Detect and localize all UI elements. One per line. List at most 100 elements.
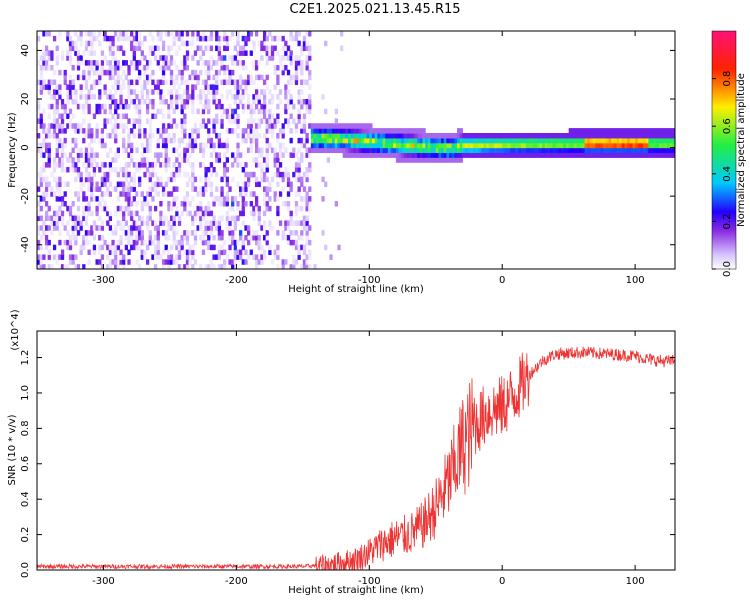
heatmap-cell (254, 89, 259, 95)
heatmap-cell (116, 264, 121, 269)
heatmap-cell (159, 176, 163, 183)
heatmap-cell (286, 89, 291, 95)
heatmap-cell (302, 220, 307, 226)
heatmap-cell (584, 142, 588, 149)
heatmap-cell (605, 137, 610, 144)
heatmap-cell (589, 142, 594, 149)
heatmap-cell (366, 152, 370, 158)
heatmap-cell (127, 235, 131, 241)
heatmap-cell (254, 60, 259, 66)
heatmap-cell (294, 205, 299, 212)
heatmap-cell (329, 137, 333, 144)
heatmap-cell (127, 205, 131, 212)
heatmap-cell (124, 176, 128, 183)
heatmap-cell (286, 201, 291, 207)
heatmap-cell (393, 142, 397, 149)
heatmap-cell (270, 123, 275, 129)
heatmap-cell (185, 94, 190, 100)
heatmap-cell (302, 118, 307, 124)
heatmap-cell (236, 239, 240, 246)
heatmap-cell (369, 147, 373, 154)
heatmap-cell (632, 147, 636, 154)
heatmap-cell (145, 79, 150, 86)
heatmap-cell (175, 147, 179, 154)
heatmap-cell (664, 152, 668, 158)
heatmap-cell (294, 259, 299, 265)
heatmap-cell (175, 186, 179, 192)
x-tick-label: 100 (626, 275, 645, 286)
heatmap-cell (249, 249, 253, 256)
heatmap-cell (92, 79, 97, 86)
heatmap-cell (191, 249, 195, 256)
heatmap-cell (161, 137, 166, 144)
heatmap-cell (63, 137, 67, 144)
heatmap-cell (382, 137, 386, 144)
heatmap-cell (95, 108, 99, 115)
heatmap-cell (430, 133, 434, 139)
heatmap-cell (98, 137, 102, 144)
heatmap-cell (164, 157, 168, 163)
heatmap-cell (177, 264, 182, 269)
heatmap-cell (244, 181, 248, 188)
heatmap-cell (308, 167, 312, 173)
heatmap-cell (175, 123, 179, 129)
heatmap-cell (37, 210, 41, 217)
heatmap-cell (587, 152, 591, 158)
heatmap-cell (130, 40, 134, 47)
heatmap-cell (175, 196, 179, 202)
heatmap-cell (188, 152, 192, 158)
heatmap-cell (52, 35, 57, 42)
heatmap-cell (217, 69, 222, 76)
heatmap-cell (151, 181, 155, 188)
heatmap-cell (313, 264, 317, 269)
heatmap-cell (167, 254, 171, 260)
heatmap-cell (422, 137, 426, 144)
heatmap-cell (249, 79, 253, 86)
heatmap-cell (204, 45, 208, 52)
heatmap-cell (135, 235, 139, 241)
heatmap-cell (169, 205, 174, 212)
heatmap-cell (225, 89, 229, 95)
heatmap-cell (39, 205, 43, 212)
heatmap-cell (58, 215, 62, 222)
heatmap-cell (172, 201, 176, 207)
heatmap-cell (209, 230, 214, 236)
heatmap-cell (66, 50, 70, 56)
heatmap-cell (332, 123, 336, 129)
heatmap-cell (443, 137, 447, 144)
heatmap-cell (451, 142, 455, 149)
heatmap-cell (374, 142, 378, 149)
heatmap-cell (446, 133, 450, 139)
heatmap-cell (188, 176, 192, 183)
heatmap-cell (297, 167, 301, 173)
heatmap-cell (151, 220, 155, 226)
heatmap-cell (122, 142, 126, 149)
heatmap-cell (95, 225, 99, 231)
heatmap-cell (225, 108, 229, 115)
heatmap-cell (212, 84, 216, 90)
heatmap-cell (119, 205, 123, 212)
heatmap-cell (148, 133, 152, 139)
heatmap-cell (177, 35, 182, 42)
heatmap-cell (159, 181, 163, 188)
heatmap-cell (201, 152, 206, 158)
y-tick-label: 0 (20, 144, 31, 150)
heatmap-cell (278, 35, 283, 42)
heatmap-cell (294, 176, 299, 183)
heatmap-cell (249, 128, 253, 134)
heatmap-cell (276, 118, 280, 124)
heatmap-cell (573, 137, 578, 144)
heatmap-cell (600, 147, 604, 154)
heatmap-cell (127, 35, 131, 42)
heatmap-cell (135, 162, 139, 168)
heatmap-cell (643, 137, 647, 144)
heatmap-cell (103, 55, 107, 61)
heatmap-cell (395, 133, 400, 139)
y-tick-label: 0.2 (20, 527, 31, 543)
heatmap-cell (114, 108, 118, 115)
heatmap-cell (175, 254, 179, 260)
heatmap-cell (39, 118, 43, 124)
heatmap-cell (595, 137, 599, 144)
colorbar: 0.00.20.40.60.8 Normalized spectral ampl… (711, 30, 747, 277)
heatmap-cell (454, 142, 458, 149)
